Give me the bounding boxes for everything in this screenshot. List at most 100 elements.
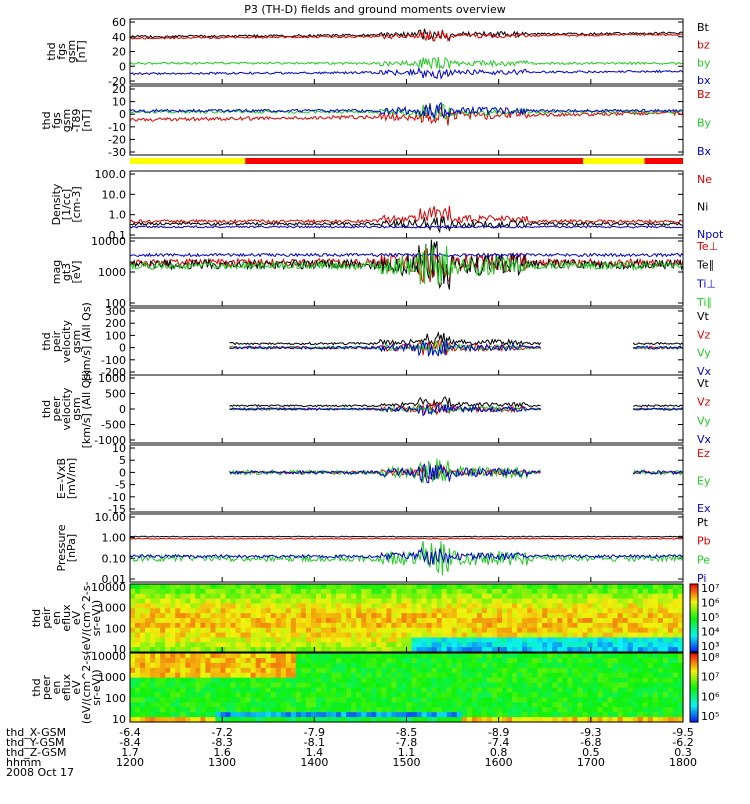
heatmap-cell [225, 603, 232, 609]
heatmap-cell [672, 697, 679, 703]
heatmap-cell [466, 584, 473, 590]
heatmap-cell [647, 697, 654, 703]
heatmap-cell [542, 647, 548, 653]
heatmap-cell [401, 603, 408, 609]
heatmap-cell [210, 637, 217, 643]
heatmap-cell [507, 667, 513, 674]
heatmap-cell [507, 598, 513, 605]
heatmap-cell [180, 717, 186, 723]
heatmap-cell [210, 632, 217, 639]
heatmap-cell [602, 632, 609, 639]
heatmap-cell [230, 598, 237, 605]
heatmap-cell [617, 677, 624, 684]
heatmap-cell [592, 613, 599, 619]
heatmap-cell [406, 653, 413, 659]
heatmap-cell [657, 598, 664, 605]
heatmap-cell [316, 608, 322, 614]
heatmap-cell [326, 627, 332, 634]
heatmap-cell [652, 707, 659, 713]
heatmap-cell [537, 702, 543, 708]
heatmap-cell [411, 672, 418, 679]
heatmap-cell [235, 598, 242, 605]
colorbar-band [690, 631, 698, 634]
heatmap-cell [160, 692, 166, 698]
heatmap-cell [567, 692, 573, 698]
heatmap-cell [667, 692, 674, 698]
heatmap-cell [295, 657, 302, 664]
heatmap-cell [491, 637, 498, 643]
heatmap-cell [190, 657, 196, 664]
heatmap-cell [572, 642, 579, 648]
heatmap-cell [200, 702, 207, 708]
heatmap-cell [210, 598, 217, 605]
heatmap-cell [517, 707, 523, 713]
heatmap-cell [376, 637, 382, 643]
heatmap-cell [582, 642, 589, 648]
heatmap-cell [265, 588, 272, 595]
heatmap-cell [517, 687, 523, 694]
heatmap-cell [426, 657, 433, 664]
heatmap-cell [547, 682, 553, 689]
heatmap-cell [230, 712, 237, 718]
heatmap-cell [200, 598, 207, 605]
axis-row-value: 1400 [300, 756, 328, 769]
heatmap-cell [512, 622, 518, 629]
heatmap-cell [632, 584, 639, 590]
heatmap-cell [140, 717, 146, 723]
heatmap-cell [305, 667, 312, 674]
heatmap-cell [451, 662, 458, 669]
heatmap-cell [326, 637, 332, 643]
heatmap-cell [341, 702, 347, 708]
heatmap-cell [265, 593, 272, 600]
heatmap-cell [502, 662, 508, 669]
heatmap-cell [225, 653, 232, 659]
heatmap-cell [662, 717, 669, 723]
heatmap-cell [517, 682, 523, 689]
colorbar-band [690, 673, 698, 677]
heatmap-cell [677, 687, 684, 694]
colorbar-band [690, 604, 698, 607]
heatmap-cell [446, 653, 453, 659]
heatmap-cell [346, 692, 352, 698]
heatmap-cell [270, 622, 277, 629]
heatmap-cell [652, 627, 659, 634]
heatmap-cell [517, 637, 523, 643]
heatmap-cell [577, 588, 584, 595]
heatmap-cell [195, 622, 201, 629]
heatmap-cell [632, 622, 639, 629]
heatmap-cell [652, 672, 659, 679]
heatmap-cell [647, 598, 654, 605]
heatmap-cell [270, 608, 277, 614]
heatmap-cell [235, 667, 242, 674]
heatmap-cell [220, 667, 227, 674]
heatmap-cell [527, 677, 533, 684]
heatmap-cell [607, 672, 614, 679]
heatmap-cell [461, 702, 468, 708]
heatmap-cell [527, 662, 533, 669]
heatmap-cell [491, 687, 498, 694]
colorbar-label: 10⁸ [701, 651, 720, 664]
heatmap-cell [150, 697, 156, 703]
heatmap-cell [416, 632, 423, 639]
y-axis-label: eflux [60, 604, 73, 632]
heatmap-cell [205, 637, 212, 643]
legend-entry: Vx [697, 365, 712, 378]
heatmap-cell [582, 598, 589, 605]
heatmap-cell [657, 682, 664, 689]
heatmap-cell [572, 608, 579, 614]
heatmap-cell [326, 603, 332, 609]
heatmap-cell [562, 622, 568, 629]
heatmap-cell [295, 598, 302, 605]
heatmap-cell [255, 672, 262, 679]
heatmap-cell [170, 697, 176, 703]
heatmap-cell [632, 702, 639, 708]
heatmap-cell [135, 618, 141, 624]
heatmap-cell [300, 717, 307, 723]
heatmap-cell [512, 682, 518, 689]
heatmap-cell [652, 588, 659, 595]
heatmap-cell [496, 603, 503, 609]
heatmap-cell [316, 647, 322, 653]
heatmap-cell [431, 584, 438, 590]
heatmap-cell [522, 702, 528, 708]
heatmap-cell [597, 584, 604, 590]
